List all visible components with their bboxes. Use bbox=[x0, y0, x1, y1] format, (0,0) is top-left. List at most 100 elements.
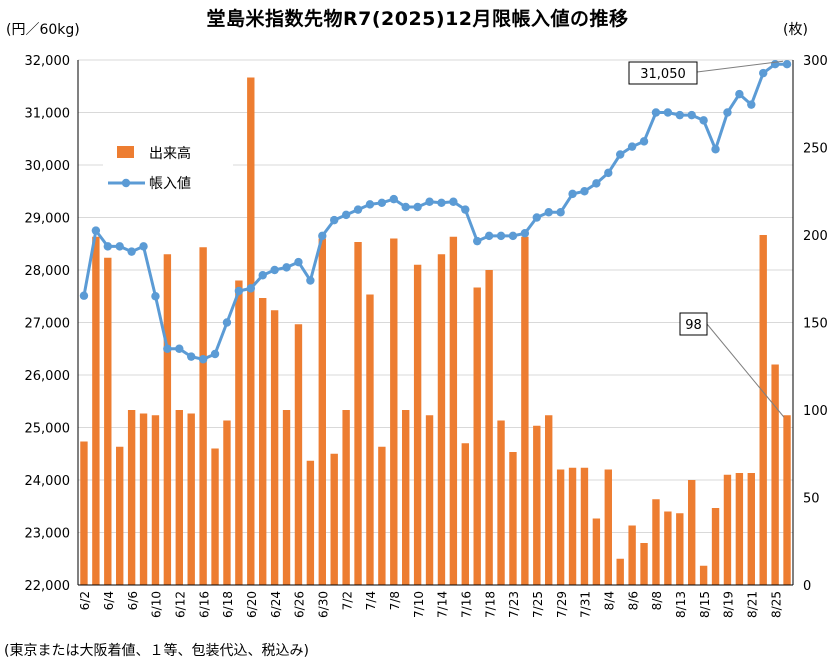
volume-bar bbox=[759, 235, 767, 585]
price-point bbox=[115, 242, 124, 251]
volume-bar bbox=[604, 469, 612, 585]
volume-bar bbox=[80, 441, 88, 585]
callout-leader bbox=[696, 60, 784, 73]
price-point bbox=[461, 205, 470, 214]
price-point bbox=[353, 205, 363, 214]
volume-bar bbox=[187, 413, 195, 585]
volume-bar bbox=[163, 254, 172, 585]
x-tick-label: 6/20 bbox=[245, 591, 259, 618]
left-tick-label: 26,000 bbox=[25, 369, 71, 384]
price-point bbox=[163, 344, 172, 353]
volume-bar bbox=[282, 410, 291, 585]
volume-bar bbox=[390, 238, 398, 585]
price-point bbox=[365, 200, 375, 209]
price-point bbox=[377, 198, 387, 207]
volume-bar bbox=[473, 287, 481, 585]
x-tick-label: 6/26 bbox=[293, 591, 307, 618]
price-point bbox=[568, 189, 577, 199]
x-tick-label: 7/4 bbox=[364, 591, 378, 610]
left-axis-unit: (円／60kg) bbox=[6, 22, 80, 38]
price-point bbox=[246, 284, 255, 293]
x-tick-label: 6/24 bbox=[269, 591, 283, 618]
price-point bbox=[175, 344, 184, 353]
price-point bbox=[198, 355, 208, 364]
volume-bar bbox=[711, 508, 720, 585]
volume-bar bbox=[497, 420, 505, 585]
volume-bar bbox=[580, 467, 589, 585]
volume-bar bbox=[151, 415, 160, 585]
x-tick-label: 6/30 bbox=[317, 591, 331, 618]
legend-label: 出来高 bbox=[149, 145, 191, 162]
volume-bar bbox=[92, 236, 100, 585]
callout-label: 98 bbox=[685, 318, 702, 333]
price-point bbox=[711, 145, 720, 154]
left-tick-label: 29,000 bbox=[25, 212, 71, 227]
price-point bbox=[473, 236, 482, 246]
volume-bar bbox=[402, 410, 410, 585]
legend-label: 帳入値 bbox=[149, 176, 191, 192]
x-tick-label: 8/8 bbox=[650, 591, 664, 610]
price-point bbox=[484, 231, 494, 241]
volume-bar bbox=[568, 467, 577, 585]
price-point bbox=[79, 291, 89, 300]
volume-bar bbox=[366, 294, 374, 585]
price-point bbox=[413, 202, 422, 212]
chart-title: 堂島米指数先物R7(2025)12月限帳入値の推移 bbox=[206, 8, 629, 30]
volume-bar bbox=[699, 565, 708, 585]
volume-bar bbox=[688, 480, 696, 585]
x-tick-label: 6/6 bbox=[126, 591, 140, 610]
axes-layer: 22,000 23,000 24,000 25,000 26,000 27,000 28,0… bbox=[25, 54, 828, 618]
price-point bbox=[103, 242, 112, 251]
x-tick-label: 7/23 bbox=[507, 591, 521, 618]
right-tick-label: 200 bbox=[803, 229, 828, 244]
price-point bbox=[627, 142, 637, 151]
volume-bar bbox=[676, 513, 684, 585]
volume-bar bbox=[485, 270, 493, 585]
price-point bbox=[210, 349, 220, 359]
x-tick-label: 8/21 bbox=[746, 591, 760, 618]
line-series bbox=[79, 59, 792, 364]
left-tick-label: 22,000 bbox=[25, 579, 71, 594]
volume-bar bbox=[175, 410, 183, 585]
volume-bar bbox=[247, 77, 255, 585]
volume-bar bbox=[545, 415, 553, 585]
right-tick-label: 300 bbox=[803, 54, 828, 69]
price-point bbox=[282, 263, 291, 272]
volume-bar bbox=[592, 518, 601, 585]
right-axis-unit: (枚) bbox=[783, 22, 808, 38]
volume-bar bbox=[104, 257, 112, 585]
price-point bbox=[318, 231, 327, 241]
volume-bar bbox=[556, 469, 565, 585]
x-tick-label: 7/16 bbox=[460, 591, 474, 618]
price-point bbox=[604, 168, 613, 178]
price-point bbox=[723, 108, 732, 117]
right-tick-label: 100 bbox=[803, 404, 828, 419]
left-tick-label: 31,000 bbox=[25, 107, 71, 122]
volume-bar bbox=[199, 247, 207, 585]
price-point bbox=[437, 198, 446, 207]
legend-bar-swatch bbox=[117, 146, 134, 158]
volume-bar bbox=[342, 410, 350, 585]
x-tick-label: 8/19 bbox=[722, 591, 736, 618]
price-point bbox=[258, 271, 267, 280]
price-point bbox=[222, 318, 232, 327]
price-point bbox=[770, 59, 780, 69]
price-point bbox=[425, 197, 434, 206]
volume-bar bbox=[270, 310, 279, 585]
x-tick-label: 8/4 bbox=[603, 591, 617, 610]
legend-box bbox=[103, 131, 233, 201]
volume-bar bbox=[378, 446, 386, 585]
volume-bar bbox=[437, 254, 446, 585]
right-tick-label: 250 bbox=[803, 142, 828, 157]
callout-box bbox=[679, 312, 708, 336]
price-point bbox=[139, 242, 148, 251]
price-point bbox=[91, 226, 101, 235]
volume-bar bbox=[747, 473, 755, 585]
price-point bbox=[187, 352, 196, 361]
price-point bbox=[556, 208, 565, 217]
volume-bar bbox=[116, 446, 124, 585]
bar-series bbox=[80, 77, 791, 585]
price-point bbox=[127, 247, 136, 256]
left-tick-label: 24,000 bbox=[25, 474, 71, 489]
